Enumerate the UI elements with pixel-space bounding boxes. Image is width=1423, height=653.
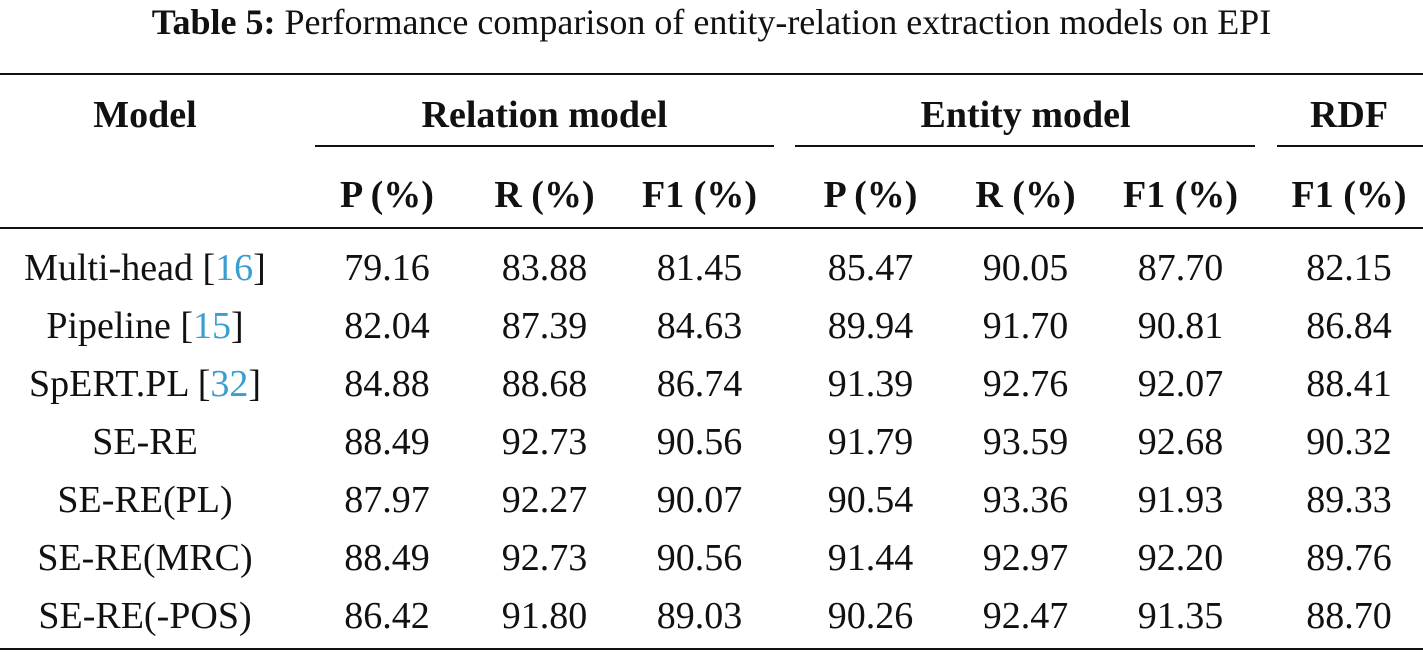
value-cell: 86.42	[344, 595, 430, 637]
table-caption: Table 5: Performance comparison of entit…	[0, 0, 1423, 60]
value-cell: 88.68	[501, 363, 588, 405]
group-rule-3	[1277, 145, 1423, 147]
header-rule	[0, 227, 1423, 229]
group-header: Entity model	[920, 94, 1131, 136]
value-cell: 91.79	[827, 421, 914, 463]
value-cell: 92.73	[501, 421, 588, 463]
metric-header: P (%)	[340, 174, 434, 216]
metric-header: R (%)	[975, 174, 1076, 216]
value-cell: 88.49	[344, 537, 430, 579]
value-cell: 90.32	[1306, 421, 1392, 463]
value-cell: 93.36	[982, 479, 1069, 521]
value-cell: 92.47	[982, 595, 1069, 637]
row-model-name: SpERT.PL [32]	[0, 360, 290, 408]
model-name: SE-RE	[92, 421, 198, 463]
model-name: SE-RE(MRC)	[37, 537, 253, 579]
value-cell: 90.26	[827, 595, 914, 637]
value-cell: 92.27	[501, 479, 588, 521]
citation-bracket: ]	[253, 247, 266, 289]
model-name: SE-RE(-POS)	[38, 595, 252, 637]
row-model-name: SE-RE	[0, 418, 290, 466]
row-model-name: SE-RE(PL)	[0, 476, 290, 524]
value-cell: 89.76	[1306, 537, 1392, 579]
value-cell: 91.70	[982, 305, 1069, 347]
citation-bracket: [	[193, 247, 216, 289]
citation-bracket: ]	[231, 305, 244, 347]
bottom-rule	[0, 648, 1423, 650]
citation-bracket: [	[170, 305, 194, 347]
citation-link[interactable]: 32	[210, 363, 249, 405]
value-cell: 88.41	[1306, 363, 1392, 405]
value-cell: 84.88	[344, 363, 430, 405]
group-rule-2	[795, 145, 1255, 147]
value-cell: 87.97	[344, 479, 430, 521]
citation-link[interactable]: 16	[215, 247, 254, 289]
value-cell: 92.76	[982, 363, 1069, 405]
top-rule	[0, 73, 1423, 75]
row-model-name: Pipeline [15]	[0, 302, 290, 350]
value-cell: 87.70	[1137, 247, 1224, 289]
value-cell: 79.16	[344, 247, 430, 289]
value-cell: 82.15	[1306, 247, 1392, 289]
model-header: Model	[93, 94, 197, 136]
group-rule-1	[315, 145, 774, 147]
value-cell: 92.20	[1137, 537, 1224, 579]
value-cell: 90.54	[827, 479, 914, 521]
value-cell: 89.33	[1306, 479, 1392, 521]
value-cell: 88.70	[1306, 595, 1392, 637]
metric-header: P (%)	[823, 174, 918, 216]
value-cell: 88.49	[344, 421, 430, 463]
metric-header: F1 (%)	[1291, 174, 1407, 216]
value-cell: 92.73	[501, 537, 588, 579]
value-cell: 82.04	[344, 305, 430, 347]
value-cell: 92.68	[1137, 421, 1224, 463]
caption-label: Table 5:	[151, 2, 276, 42]
value-cell: 91.35	[1137, 595, 1224, 637]
caption-text: Performance comparison of entity-relatio…	[284, 2, 1272, 42]
group-header: Relation model	[421, 94, 668, 136]
row-model-name: SE-RE(-POS)	[0, 592, 290, 640]
value-cell: 86.74	[656, 363, 743, 405]
value-cell: 91.93	[1137, 479, 1224, 521]
value-cell: 86.84	[1306, 305, 1392, 347]
value-cell: 90.56	[656, 537, 743, 579]
value-cell: 93.59	[982, 421, 1069, 463]
metric-header: F1 (%)	[1122, 174, 1239, 216]
value-cell: 91.44	[827, 537, 914, 579]
citation-bracket: ]	[248, 363, 262, 405]
value-cell: 90.81	[1137, 305, 1224, 347]
row-model-name: Multi-head [16]	[0, 244, 290, 292]
model-name: Multi-head	[24, 247, 194, 289]
group-header: RDF	[1309, 94, 1389, 136]
value-cell: 83.88	[501, 247, 588, 289]
row-model-name: SE-RE(MRC)	[0, 534, 290, 582]
value-cell: 91.39	[827, 363, 914, 405]
model-name: SE-RE(PL)	[57, 479, 233, 521]
value-cell: 87.39	[501, 305, 588, 347]
citation-bracket: [	[188, 363, 211, 405]
value-cell: 90.07	[656, 479, 743, 521]
model-name: SpERT.PL	[28, 363, 189, 405]
value-cell: 81.45	[656, 247, 743, 289]
citation-link[interactable]: 15	[193, 305, 232, 347]
model-name: Pipeline	[46, 305, 171, 347]
value-cell: 89.94	[827, 305, 914, 347]
value-cell: 90.56	[656, 421, 743, 463]
value-cell: 92.07	[1137, 363, 1224, 405]
metric-header: R (%)	[494, 174, 595, 216]
metric-header: F1 (%)	[641, 174, 758, 216]
value-cell: 92.97	[982, 537, 1069, 579]
value-cell: 89.03	[656, 595, 743, 637]
value-cell: 85.47	[827, 247, 914, 289]
value-cell: 84.63	[656, 305, 743, 347]
value-cell: 91.80	[501, 595, 588, 637]
value-cell: 90.05	[982, 247, 1069, 289]
